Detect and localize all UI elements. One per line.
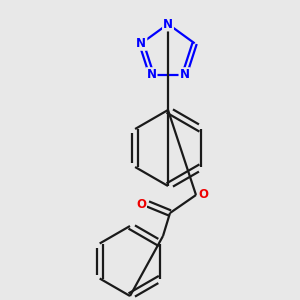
Text: N: N: [163, 17, 173, 31]
Text: N: N: [146, 68, 157, 81]
Text: N: N: [136, 37, 146, 50]
Text: N: N: [179, 68, 190, 81]
Text: O: O: [198, 188, 208, 202]
Text: O: O: [136, 197, 146, 211]
